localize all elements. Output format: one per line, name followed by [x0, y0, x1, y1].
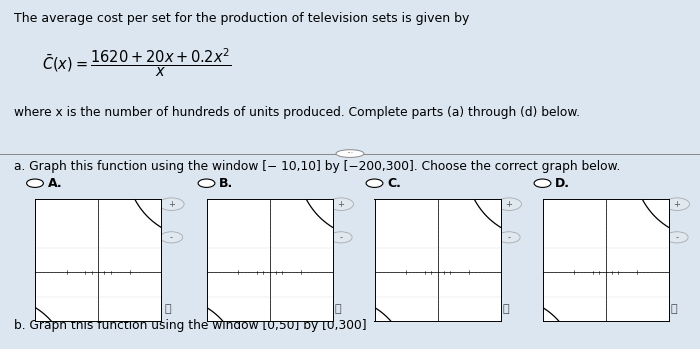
- Text: ⧉: ⧉: [334, 304, 341, 314]
- Circle shape: [330, 232, 352, 243]
- Circle shape: [666, 232, 688, 243]
- Text: ⧉: ⧉: [502, 304, 509, 314]
- Text: b. Graph this function using the window [0,50] by [0,300]: b. Graph this function using the window …: [14, 319, 367, 332]
- Text: +: +: [337, 200, 344, 209]
- Circle shape: [498, 232, 520, 243]
- Circle shape: [159, 198, 184, 210]
- Text: C.: C.: [387, 177, 401, 190]
- Text: B.: B.: [219, 177, 233, 190]
- Text: ⧉: ⧉: [670, 304, 677, 314]
- Text: The average cost per set for the production of television sets is given by: The average cost per set for the product…: [14, 12, 470, 25]
- Text: ⧉: ⧉: [164, 304, 172, 314]
- Circle shape: [664, 198, 690, 210]
- Text: +: +: [168, 200, 175, 209]
- Text: -: -: [676, 233, 678, 242]
- Circle shape: [366, 179, 383, 187]
- Text: ···: ···: [346, 149, 354, 158]
- Circle shape: [160, 232, 183, 243]
- Text: where x is the number of hundreds of units produced. Complete parts (a) through : where x is the number of hundreds of uni…: [14, 106, 580, 119]
- Text: D.: D.: [555, 177, 570, 190]
- Text: +: +: [505, 200, 512, 209]
- Circle shape: [328, 198, 354, 210]
- Circle shape: [534, 179, 551, 187]
- Text: $\bar{C}(x) = \dfrac{1620 + 20x + 0.2x^2}{x}$: $\bar{C}(x) = \dfrac{1620 + 20x + 0.2x^2…: [42, 47, 232, 79]
- Text: -: -: [340, 233, 342, 242]
- Text: A.: A.: [48, 177, 62, 190]
- Ellipse shape: [336, 150, 364, 157]
- Text: -: -: [508, 233, 510, 242]
- Circle shape: [198, 179, 215, 187]
- Text: a. Graph this function using the window [− 10,10] by [−200,300]. Choose the corr: a. Graph this function using the window …: [14, 160, 620, 173]
- Circle shape: [496, 198, 522, 210]
- Text: +: +: [673, 200, 680, 209]
- Text: -: -: [170, 233, 173, 242]
- Circle shape: [27, 179, 43, 187]
